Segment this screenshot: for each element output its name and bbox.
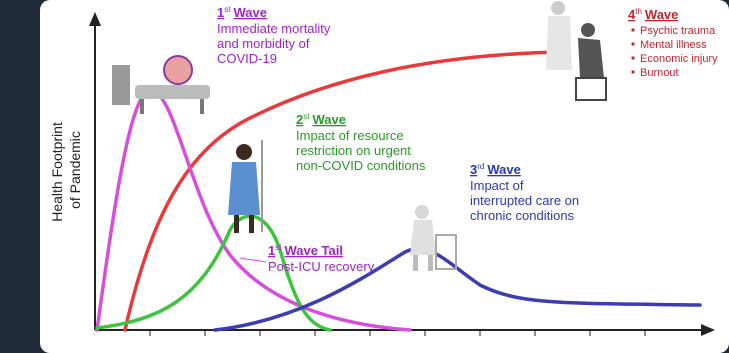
- y-label-line: of Pandemic: [67, 131, 83, 209]
- y-label-line: Health Footprint: [49, 122, 65, 222]
- wave-number: 1: [268, 243, 275, 258]
- wave-line: Impact of resource: [296, 128, 404, 143]
- wave-suffix: st: [224, 5, 231, 14]
- wave-suffix: rd: [477, 162, 484, 171]
- wave-line: non-COVID conditions: [296, 158, 426, 173]
- wave-title: Wave: [312, 112, 345, 127]
- diagram: Health Footprint of Pandemic 1stWave: [0, 0, 729, 353]
- panel: [40, 0, 729, 353]
- wave-suffix: st: [275, 243, 282, 252]
- page: Health Footprint of Pandemic 1stWave: [0, 0, 729, 353]
- wave-number: 1: [217, 5, 224, 20]
- wave-bullet: Economic injury: [640, 53, 718, 65]
- wave-title: Wave: [233, 5, 266, 20]
- wave-line: Immediate mortality: [217, 21, 331, 36]
- wave-line: chronic conditions: [470, 208, 575, 223]
- wave-number: 3: [470, 162, 477, 177]
- wave-suffix: st: [303, 112, 310, 121]
- wave-number: 2: [296, 112, 303, 127]
- wave-bullet: Psychic trauma: [640, 25, 716, 37]
- wave-bullet: Mental illness: [640, 39, 707, 51]
- wave-line: and morbidity of: [217, 36, 310, 51]
- wave-line: Impact of: [470, 178, 524, 193]
- wave-line: restriction on urgent: [296, 143, 411, 158]
- wave-line: Post-ICU recovery: [268, 259, 375, 274]
- wave-bullet: Burnout: [640, 67, 679, 79]
- wave-title: Wave: [487, 162, 520, 177]
- wave-suffix: th: [635, 7, 642, 16]
- wave-line: COVID-19: [217, 51, 277, 66]
- wave-title: Wave Tail: [284, 243, 343, 258]
- wave-line: interrupted care on: [470, 193, 579, 208]
- wave-title: Wave: [645, 7, 678, 22]
